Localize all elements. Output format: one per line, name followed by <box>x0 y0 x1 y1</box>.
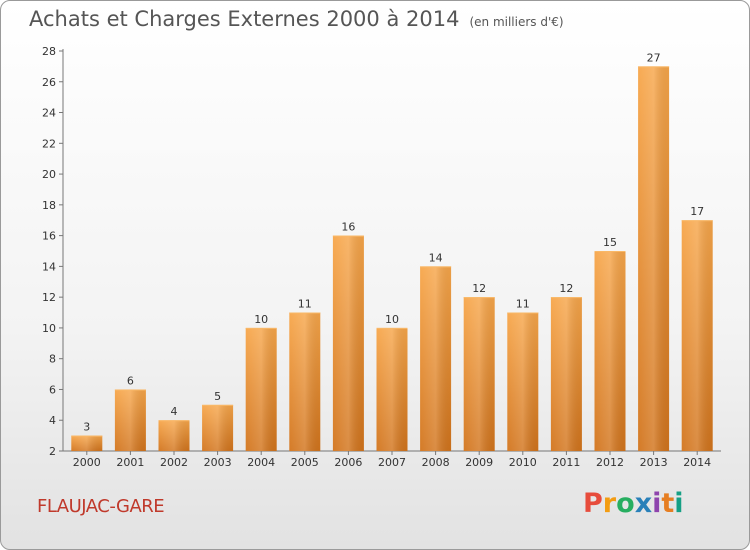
y-tick-label: 10 <box>42 322 56 335</box>
x-tick-label-2010: 2010 <box>509 456 537 469</box>
title-text: Achats et Charges Externes 2000 à 2014 <box>29 7 460 31</box>
x-tick-label-2005: 2005 <box>291 456 319 469</box>
y-tick-label: 20 <box>42 168 56 181</box>
x-tick-label-2014: 2014 <box>683 456 711 469</box>
bar-shine-2012 <box>594 251 626 451</box>
bar-shine-2000 <box>71 435 103 451</box>
value-label-2003: 5 <box>214 390 221 403</box>
y-tick-label: 22 <box>42 137 56 150</box>
x-tick-label-2012: 2012 <box>596 456 624 469</box>
y-tick-label: 16 <box>42 230 56 243</box>
value-label-2010: 11 <box>516 298 530 311</box>
y-tick-label: 26 <box>42 76 56 89</box>
value-label-2013: 27 <box>647 51 661 64</box>
bar-shine-2003 <box>202 404 234 451</box>
value-label-2014: 17 <box>690 205 704 218</box>
value-label-2011: 12 <box>559 282 573 295</box>
y-tick-label: 28 <box>42 45 56 58</box>
bar-shine-2011 <box>550 297 582 451</box>
value-label-2004: 10 <box>254 313 268 326</box>
bar-shine-2014 <box>681 220 713 451</box>
chart-title: Achats et Charges Externes 2000 à 2014 (e… <box>29 7 564 31</box>
logo-letter: t <box>661 488 675 519</box>
x-tick-label-2011: 2011 <box>552 456 580 469</box>
bar-shine-2007 <box>376 327 408 451</box>
bar-shine-2002 <box>158 420 190 451</box>
logo-letter: o <box>616 488 635 519</box>
bar-shine-2006 <box>332 235 364 451</box>
chart-unit: (en milliers d'€) <box>469 15 564 29</box>
value-label-2005: 11 <box>298 298 312 311</box>
logo-letter: r <box>602 488 617 519</box>
x-tick-label-2002: 2002 <box>160 456 188 469</box>
bar-shine-2009 <box>463 297 495 451</box>
bar-shine-2001 <box>114 389 146 451</box>
bars <box>71 66 713 451</box>
value-label-2006: 16 <box>341 221 355 234</box>
y-tick-label: 12 <box>42 291 56 304</box>
logo-letter: P <box>583 488 603 519</box>
value-label-2001: 6 <box>127 374 134 387</box>
logo-letter: i <box>652 488 662 519</box>
x-tick-label-2003: 2003 <box>204 456 232 469</box>
y-tick-label: 2 <box>49 445 56 458</box>
proxiti-logo: Proxiti <box>583 488 684 519</box>
x-tick-label-2004: 2004 <box>247 456 275 469</box>
x-tick-label-2000: 2000 <box>73 456 101 469</box>
x-tick-label-2013: 2013 <box>640 456 668 469</box>
bar-shine-2005 <box>289 312 321 451</box>
x-tick-label-2008: 2008 <box>422 456 450 469</box>
bar-shine-2004 <box>245 327 277 451</box>
y-tick-label: 6 <box>49 383 56 396</box>
place-name: FLAUJAC-GARE <box>37 496 165 517</box>
value-label-2000: 3 <box>83 421 90 434</box>
bar-shine-2008 <box>420 266 452 451</box>
bar-shine-2010 <box>507 312 539 451</box>
x-tick-label-2001: 2001 <box>116 456 144 469</box>
bar-shine-2013 <box>638 66 670 451</box>
y-tick-label: 18 <box>42 199 56 212</box>
x-tick-label-2007: 2007 <box>378 456 406 469</box>
value-label-2007: 10 <box>385 313 399 326</box>
y-tick-label: 24 <box>42 107 56 120</box>
x-tick-label-2009: 2009 <box>465 456 493 469</box>
x-tick-label-2006: 2006 <box>334 456 362 469</box>
y-tick-label: 14 <box>42 260 56 273</box>
logo-letter: i <box>674 488 684 519</box>
value-label-2012: 15 <box>603 236 617 249</box>
y-tick-label: 8 <box>49 353 56 366</box>
logo-letter: x <box>634 488 653 519</box>
value-label-2008: 14 <box>429 251 443 264</box>
value-label-2009: 12 <box>472 282 486 295</box>
y-tick-label: 4 <box>49 414 56 427</box>
value-labels: 3 6 4 5 10 11 16 10 14 12 11 12 15 27 17 <box>83 51 704 433</box>
value-label-2002: 4 <box>171 405 178 418</box>
